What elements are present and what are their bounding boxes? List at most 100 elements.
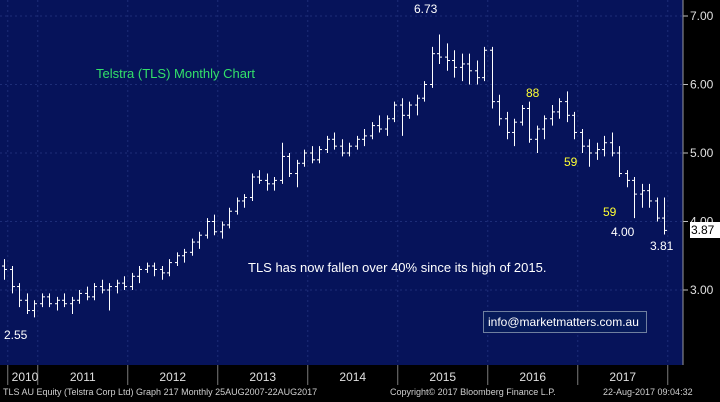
ohlc-bar xyxy=(452,50,457,78)
ohlc-bar xyxy=(527,101,532,143)
annotation-3-81: 3.81 xyxy=(650,239,674,253)
ohlc-bar xyxy=(220,221,225,239)
ohlc-bar xyxy=(317,146,322,164)
x-tick-label: 2010 xyxy=(12,370,39,384)
ohlc-bar xyxy=(145,262,150,273)
x-tick-label: 2013 xyxy=(249,370,276,384)
ohlc-bar xyxy=(85,286,90,301)
ohlc-bar xyxy=(392,101,397,123)
footer-bar: TLS AU Equity (Telstra Corp Ltd) Graph 2… xyxy=(0,385,720,402)
ohlc-bar xyxy=(445,43,450,71)
ohlc-bar xyxy=(482,46,487,82)
ohlc-bar xyxy=(400,98,405,136)
ohlc-bar xyxy=(92,283,97,301)
ohlc-bar xyxy=(512,118,517,147)
ohlc-bar xyxy=(332,132,337,150)
ohlc-bar xyxy=(632,176,637,219)
ohlc-bar xyxy=(490,46,495,109)
ohlc-bar xyxy=(550,105,555,126)
ohlc-bar xyxy=(655,197,660,222)
ohlc-bar xyxy=(347,142,352,157)
last-price-tag: 3.87 xyxy=(690,222,720,238)
ohlc-bar xyxy=(475,60,480,85)
y-tick-label: 3.00 xyxy=(690,283,714,297)
y-tick-label: 5.00 xyxy=(690,146,714,160)
annotation-high: 6.73 xyxy=(414,2,438,16)
ohlc-bar xyxy=(175,252,180,267)
ohlc-bar xyxy=(152,262,157,277)
ohlc-bar xyxy=(115,279,120,294)
ohlc-bar xyxy=(280,142,285,184)
ohlc-bar xyxy=(167,259,172,277)
ohlc-bar xyxy=(100,279,105,294)
email-link[interactable]: info@marketmatters.com.au xyxy=(488,315,639,329)
ohlc-bar xyxy=(362,129,367,147)
ohlc-bar xyxy=(160,266,165,280)
grid-lines xyxy=(0,0,683,365)
y-axis: 3.004.005.006.007.00 xyxy=(682,0,714,365)
ohlc-bar xyxy=(340,139,345,157)
ohlc-bar xyxy=(587,139,592,167)
ohlc-bar xyxy=(272,176,277,191)
ohlc-bar xyxy=(640,183,645,208)
ohlc-bar xyxy=(422,81,427,102)
ohlc-bar xyxy=(325,135,330,153)
y-axis-band xyxy=(683,0,720,385)
annotation-59-first: 59 xyxy=(564,155,578,169)
y-tick-label: 6.00 xyxy=(690,78,714,92)
ohlc-bar xyxy=(310,146,315,164)
ohlc-bar xyxy=(467,53,472,85)
ohlc-bar xyxy=(497,94,502,126)
ohlc-bar xyxy=(355,135,360,150)
ohlc-bar xyxy=(302,149,307,167)
ohlc-bar xyxy=(205,218,210,239)
ohlc-bar xyxy=(242,194,247,208)
annotation-low: 2.55 xyxy=(4,328,28,342)
ohlc-bar xyxy=(535,125,540,153)
email-box[interactable]: info@marketmatters.com.au xyxy=(483,311,647,333)
ohlc-bar xyxy=(287,153,292,177)
ohlc-bar xyxy=(130,272,135,290)
x-axis: 2010 2011 2012 2013 2014 2015 2016 2017 xyxy=(7,365,669,385)
ohlc-bar xyxy=(625,170,630,188)
ohlc-bar xyxy=(520,105,525,126)
price-chart: 3.00 4.00 5.00 6.00 7.00 2010201120122013201… xyxy=(0,0,720,385)
y-tick-label: 7.00 xyxy=(690,9,714,23)
ohlc-bar xyxy=(595,142,600,160)
ohlc-bar xyxy=(610,132,615,157)
ohlc-bar xyxy=(25,293,30,314)
ohlc-bar xyxy=(227,207,232,229)
ohlc-bar xyxy=(190,238,195,256)
ohlc-bar xyxy=(17,283,22,308)
ohlc-bar xyxy=(565,91,570,123)
ohlc-bar xyxy=(407,101,412,119)
ohlc-bar xyxy=(617,146,622,177)
ohlc-bar xyxy=(370,122,375,140)
ohlc-bar xyxy=(40,293,45,308)
annotation-59-second: 59 xyxy=(603,205,617,219)
ohlc-bar xyxy=(430,46,435,88)
ohlc-bar xyxy=(47,293,52,308)
ohlc-bar xyxy=(77,290,82,304)
annotation-text: TLS has now fallen over 40% since its hi… xyxy=(248,260,546,275)
plot-background xyxy=(0,0,683,365)
ohlc-bar xyxy=(10,266,15,294)
ohlc-bar xyxy=(212,214,217,236)
footer-security: TLS AU Equity (Telstra Corp Ltd) Graph 2… xyxy=(3,387,318,397)
annotation-4-00: 4.00 xyxy=(611,225,635,239)
ohlc-bar xyxy=(505,111,510,140)
footer-timestamp: 22-Aug-2017 09:04:32 xyxy=(603,387,693,397)
ohlc-bar xyxy=(122,276,127,290)
ohlc-bar xyxy=(437,34,442,64)
ohlc-bar xyxy=(2,259,7,280)
ohlc-bars xyxy=(2,34,667,318)
ohlc-bar xyxy=(235,197,240,215)
ohlc-bar xyxy=(182,248,187,263)
ohlc-bar xyxy=(62,293,67,308)
x-axis-band xyxy=(0,365,720,385)
ohlc-bar xyxy=(197,231,202,249)
ohlc-bar xyxy=(70,296,75,314)
ohlc-bar xyxy=(265,173,270,191)
ohlc-bar xyxy=(295,159,300,188)
